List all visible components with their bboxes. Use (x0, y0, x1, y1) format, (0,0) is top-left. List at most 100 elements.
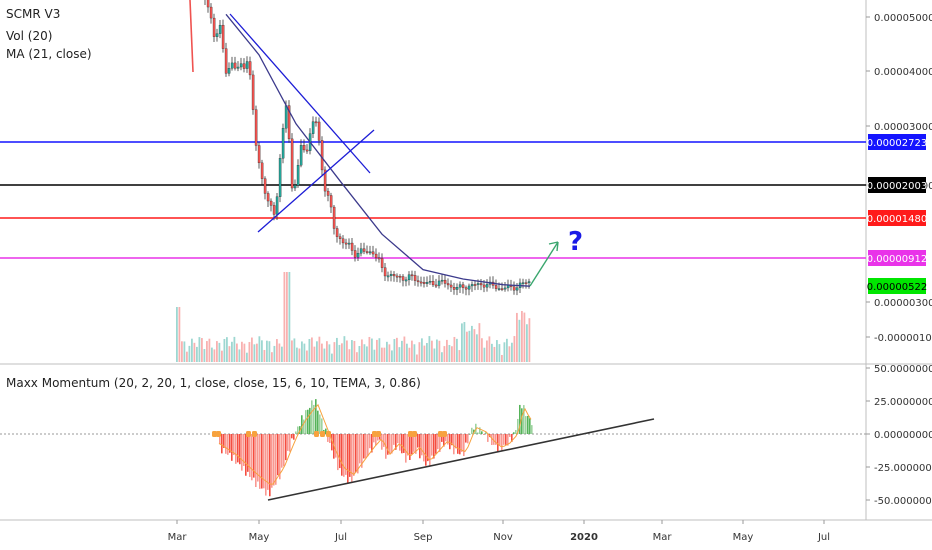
candle-body (326, 190, 330, 196)
momentum-bar (483, 434, 485, 435)
momentum-bar (263, 434, 265, 489)
volume-bar (418, 342, 421, 362)
momentum-bar (389, 434, 391, 454)
momentum-bar (359, 434, 361, 464)
candle-body (413, 275, 417, 281)
momentum-bar (313, 404, 315, 434)
candle-body (494, 285, 498, 289)
osc-y-tick-label: 50.00000000 (874, 364, 932, 375)
candle-body (377, 257, 381, 260)
momentum-bar (317, 410, 319, 434)
volume-bar (463, 322, 466, 362)
volume-bar (316, 341, 318, 362)
x-tick-label: Sep (414, 532, 433, 543)
momentum-bar (375, 434, 377, 446)
candle-body (287, 105, 291, 140)
momentum-bar (361, 434, 363, 468)
volume-bar (236, 343, 238, 362)
momentum-bar (499, 434, 501, 446)
momentum-bar (355, 434, 357, 473)
momentum-bar (443, 434, 445, 447)
candle-body (350, 242, 354, 251)
osc-y-tick-label: -50.00000000 (874, 496, 932, 507)
momentum-bar (481, 431, 483, 434)
candle-body (227, 68, 231, 74)
candle-body (503, 287, 507, 290)
momentum-bar (225, 434, 227, 454)
momentum-bar (501, 434, 503, 452)
volume-bar (501, 354, 503, 362)
volume-bar (183, 341, 186, 362)
candle-body (353, 250, 357, 258)
volume-bar (351, 340, 353, 362)
x-tick-label: Jul (334, 532, 347, 543)
candle-body (458, 284, 462, 288)
momentum-bar (297, 426, 299, 434)
momentum-bar (469, 433, 471, 435)
volume-bar (308, 338, 311, 362)
arrow-head-icon (548, 241, 559, 252)
x-tick-label: 2020 (570, 532, 598, 543)
momentum-bar (423, 434, 425, 462)
candle-body (407, 274, 411, 281)
osc-y-tick-label: 0.00000000 (874, 430, 932, 441)
momentum-bar (377, 434, 379, 441)
momentum-bar (319, 414, 321, 434)
momentum-bar (325, 428, 327, 434)
candle-body (344, 242, 348, 245)
momentum-bar (383, 434, 385, 447)
momentum-bar (467, 434, 469, 444)
candle-body (371, 251, 375, 255)
level-badge-label: 0.00001480 (867, 214, 927, 225)
momentum-bar (275, 434, 277, 485)
candle-body (236, 66, 240, 69)
momentum-bar (235, 434, 237, 464)
volume-bar (331, 353, 333, 362)
legend-symbol: SCMR V3 (6, 7, 61, 21)
volume-bar (513, 336, 516, 362)
volume-bar (468, 330, 471, 362)
volume-bar (508, 346, 511, 362)
oscillator-trendline (267, 418, 655, 501)
candle-body (290, 138, 294, 189)
volume-bar (506, 338, 508, 362)
momentum-bar (331, 434, 333, 451)
volume-bar (326, 341, 328, 362)
level-badge (868, 134, 926, 150)
candle-body (239, 63, 243, 68)
momentum-bar (497, 434, 499, 453)
volume-bar (243, 343, 246, 362)
candle-body (443, 279, 447, 284)
momentum-bar (223, 434, 225, 448)
momentum-bar (453, 434, 455, 455)
volume-bar (311, 337, 313, 362)
legend-oscillator: Maxx Momentum (20, 2, 20, 1, close, clos… (6, 376, 421, 390)
momentum-bar (413, 434, 415, 452)
candle-body (341, 238, 345, 244)
level-badge-label: 0.00000522 (867, 282, 927, 293)
momentum-bar (457, 434, 459, 454)
momentum-bar (227, 434, 229, 455)
momentum-bar (341, 434, 343, 476)
volume-bar (281, 346, 283, 362)
volume-bar (371, 338, 373, 362)
candle-body (335, 228, 339, 237)
candle-body (218, 24, 222, 34)
momentum-bar (437, 434, 439, 450)
momentum-bar (243, 434, 245, 466)
volume-bar (458, 350, 461, 362)
volume-bar (471, 325, 473, 362)
candle-body (386, 275, 390, 278)
candle-body (311, 121, 315, 134)
candle-body (221, 24, 225, 49)
volume-bar (298, 348, 301, 362)
momentum-bar (411, 434, 413, 455)
momentum-bar (257, 434, 259, 482)
volume-bar (521, 310, 523, 362)
volume-bar (338, 344, 341, 362)
momentum-bar (353, 434, 355, 476)
candle-body (449, 284, 453, 288)
momentum-bar (349, 434, 351, 477)
candle-body (467, 285, 471, 290)
